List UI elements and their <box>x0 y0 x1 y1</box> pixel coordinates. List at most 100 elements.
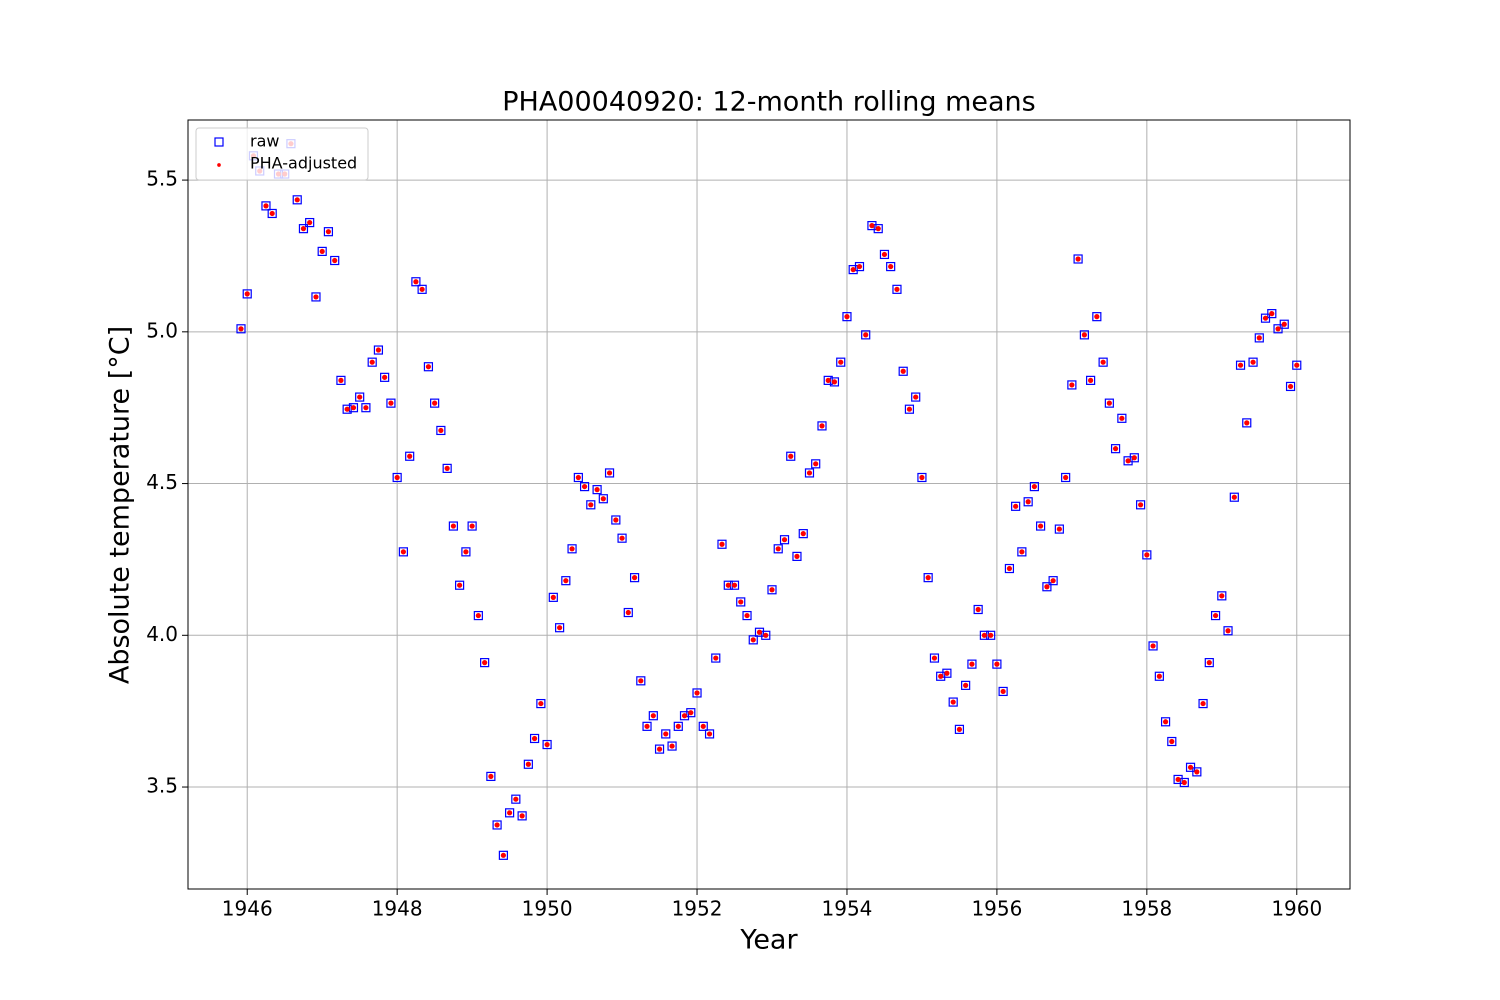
raw-marker <box>786 451 796 461</box>
adjusted-marker <box>1281 321 1287 327</box>
raw-marker <box>623 607 633 618</box>
y-tick-label: 3.5 <box>146 774 178 798</box>
adjusted-marker <box>307 219 313 226</box>
adjusted-marker <box>1006 565 1013 572</box>
raw-marker <box>917 472 927 483</box>
adjusted-marker <box>1094 314 1100 320</box>
adjusted-marker <box>494 822 500 828</box>
raw-marker <box>261 201 271 211</box>
raw-marker <box>523 759 533 769</box>
adjusted-marker <box>1194 769 1200 775</box>
raw-marker <box>1173 774 1183 785</box>
raw-marker <box>573 472 583 483</box>
raw-marker <box>936 671 946 681</box>
adjusted-marker <box>269 210 275 217</box>
raw-marker <box>348 403 359 413</box>
raw-marker <box>879 249 890 260</box>
adjusted-marker <box>969 661 975 667</box>
raw-marker <box>1117 413 1127 423</box>
raw-marker <box>417 284 427 294</box>
adjusted-marker <box>794 553 800 559</box>
raw-marker <box>367 357 377 367</box>
raw-marker <box>242 289 252 299</box>
adjusted-marker <box>294 197 300 203</box>
raw-marker <box>679 711 690 721</box>
raw-marker <box>473 610 483 621</box>
raw-marker <box>904 404 915 414</box>
raw-marker <box>973 604 983 615</box>
adjusted-marker <box>1112 446 1119 452</box>
adjusted-marker <box>263 203 269 209</box>
adjusted-marker <box>750 637 756 643</box>
adjusted-marker <box>350 405 357 411</box>
raw-marker <box>636 676 646 686</box>
raw-marker <box>361 403 371 413</box>
adjusted-marker <box>706 731 713 737</box>
adjusted-marker <box>600 496 606 502</box>
adjusted-marker <box>531 735 538 742</box>
adjusted-marker <box>344 406 350 412</box>
raw-marker <box>292 195 302 205</box>
adjusted-marker <box>1044 584 1050 590</box>
x-axis-label: Year <box>739 925 798 956</box>
adjusted-marker <box>844 314 850 320</box>
raw-marker <box>542 739 552 750</box>
adjusted-marker <box>931 655 938 661</box>
adjusted-marker <box>425 364 432 370</box>
adjusted-marker <box>507 810 513 816</box>
adjusted-marker <box>919 474 925 481</box>
adjusted-marker <box>300 226 307 232</box>
raw-marker <box>430 398 440 408</box>
raw-marker <box>873 224 883 234</box>
adjusted-marker <box>1187 764 1194 770</box>
adjusted-marker <box>606 470 613 476</box>
adjusted-marker <box>769 587 775 593</box>
adjusted-marker <box>1144 552 1150 558</box>
adjusted-marker <box>1206 660 1212 666</box>
raw-marker <box>698 721 708 731</box>
x-tick-label: 1948 <box>372 897 423 921</box>
raw-marker <box>311 292 321 302</box>
raw-marker <box>1104 398 1114 408</box>
raw-marker <box>1110 444 1121 454</box>
raw-marker <box>317 246 327 257</box>
x-tick-label: 1946 <box>222 897 273 921</box>
x-tick-label: 1954 <box>822 897 873 921</box>
raw-marker <box>536 698 546 709</box>
adjusted-marker <box>756 629 763 635</box>
raw-marker <box>961 680 971 690</box>
raw-marker <box>686 708 696 718</box>
adjusted-marker <box>475 612 481 619</box>
raw-marker <box>1248 357 1258 367</box>
raw-marker <box>711 653 721 663</box>
raw-marker <box>779 535 790 545</box>
raw-marker <box>604 468 615 478</box>
raw-marker <box>1223 626 1233 636</box>
adjusted-marker <box>950 699 956 705</box>
raw-marker <box>561 576 571 586</box>
adjusted-marker <box>550 594 556 600</box>
adjusted-marker <box>988 632 994 638</box>
raw-marker <box>1136 500 1146 510</box>
adjusted-marker <box>594 487 600 493</box>
raw-marker <box>692 688 702 698</box>
raw-marker <box>967 659 977 669</box>
adjusted-marker <box>613 517 619 523</box>
adjusted-marker <box>332 257 338 264</box>
x-tick-label: 1950 <box>522 897 573 921</box>
raw-marker <box>704 729 715 739</box>
raw-marker <box>1098 357 1108 367</box>
adjusted-marker <box>763 632 769 638</box>
adjusted-marker <box>694 690 700 696</box>
raw-marker <box>1017 547 1027 557</box>
adjusted-marker <box>457 582 463 588</box>
adjusted-marker <box>1262 315 1269 321</box>
raw-marker <box>405 451 415 461</box>
raw-marker <box>1192 767 1202 777</box>
raw-marker <box>954 724 965 734</box>
raw-marker <box>754 627 765 637</box>
adjusted-marker <box>738 599 744 605</box>
raw-marker <box>214 137 224 147</box>
adjusted-marker <box>700 723 706 729</box>
adjusted-marker <box>675 723 681 729</box>
